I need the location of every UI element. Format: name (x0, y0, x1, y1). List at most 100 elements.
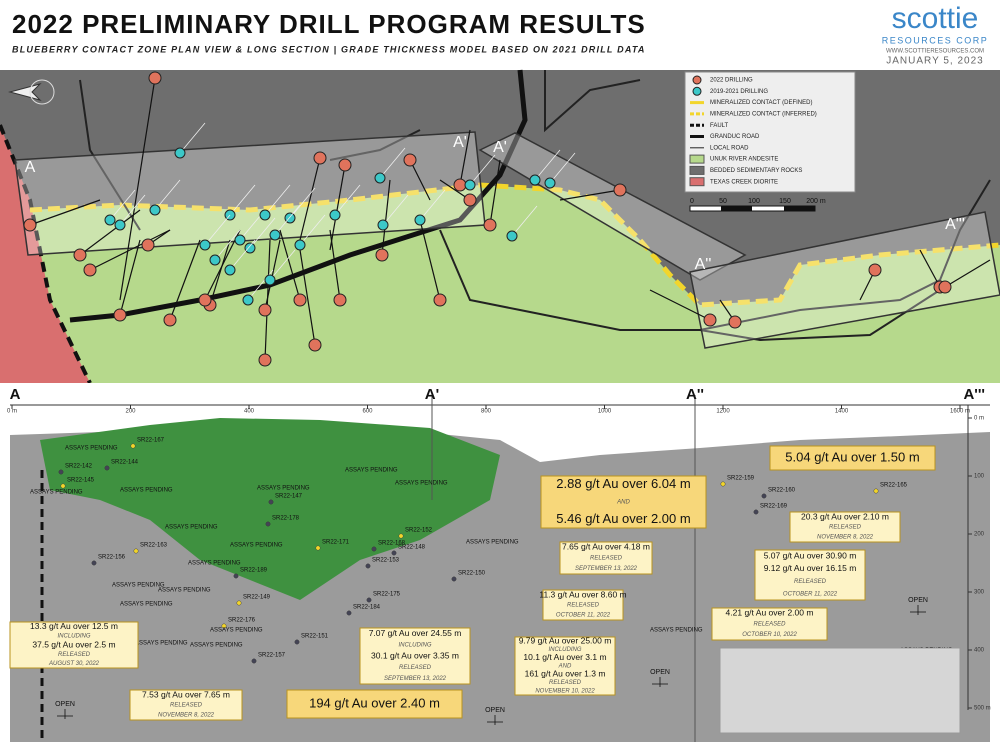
pierce-point (761, 493, 767, 499)
hole-label: SR22-171 (322, 540, 350, 546)
hole-trace (249, 217, 276, 249)
pierce-point (346, 610, 352, 616)
collar-2022 (403, 153, 417, 167)
callout-line: 10.1 g/t Au over 3.1 m (523, 652, 606, 662)
callout-line: 7.65 g/t Au over 4.18 m (562, 542, 650, 552)
hole-trace (119, 194, 146, 226)
hole-label: SR22-153 (372, 558, 400, 564)
hole-label: SR22-156 (98, 555, 126, 561)
callout-box (754, 549, 866, 601)
hole-label: SR22-144 (111, 460, 139, 466)
legend-label: BEDDED SEDIMENTARY ROCKS (710, 168, 802, 174)
open-label: OPEN (650, 669, 670, 676)
pending-label: ASSAYS PENDING (65, 446, 118, 452)
callout-line: 5.07 g/t Au over 30.90 m (764, 551, 857, 561)
callout-line: RELEASED (590, 556, 623, 562)
callout-line: AND (558, 664, 572, 670)
collar-2019-2021 (329, 209, 341, 221)
x-tick-label: 1200 (716, 409, 730, 415)
collar-2022 (463, 193, 477, 207)
callout-box (514, 636, 616, 696)
collar-2022 (938, 280, 952, 294)
pierce-point (91, 560, 97, 566)
collar-2019-2021 (374, 172, 386, 184)
collar-2022 (148, 71, 162, 85)
collar-2022 (141, 238, 155, 252)
local-road (79, 70, 991, 342)
hole-label: SR22-189 (240, 568, 268, 574)
collar-2019-2021 (174, 147, 186, 159)
callout-line: OCTOBER 11, 2022 (783, 591, 838, 597)
legend-label: 2019-2021 DRILLING (710, 89, 768, 95)
open-arrows (487, 715, 503, 725)
scale-label: 100 (748, 198, 760, 205)
callout-line: OCTOBER 11, 2022 (556, 613, 611, 619)
hole-label: SR22-142 (65, 464, 93, 470)
collar-2019-2021 (149, 204, 161, 216)
collar-2019-2021 (209, 254, 221, 266)
pending-label: ASSAYS PENDING (230, 543, 283, 549)
callout-line: RELEASED (549, 680, 582, 686)
collar-2019-2021 (269, 229, 281, 241)
hole-label: SR22-163 (140, 543, 168, 549)
pending-label: ASSAYS PENDING (30, 490, 83, 496)
callout-line: RELEASED (58, 652, 91, 658)
collar-2019-2021 (414, 214, 426, 226)
plan-map (0, 69, 1000, 384)
callout-line: 7.07 g/t Au over 24.55 m (369, 628, 462, 638)
open-arrows (652, 677, 668, 687)
open-label: OPEN (485, 707, 505, 714)
hole-trace (334, 184, 361, 216)
pierce-point (236, 600, 242, 606)
x-tick-label: 200 (125, 409, 136, 415)
callout-box (711, 607, 828, 641)
open-arrows (57, 709, 73, 719)
collar-2022 (23, 218, 37, 232)
hole-label: SR22-148 (398, 545, 426, 551)
legend-label: UNUK RIVER ANDESITE (710, 157, 778, 163)
callout-line: 161 g/t Au over 1.3 m (525, 669, 606, 679)
header-bg (0, 0, 1000, 70)
plan-section-label: A' (493, 139, 507, 156)
collar-2019-2021 (234, 234, 246, 246)
hole-trace (944, 259, 991, 288)
hole-trace (179, 122, 206, 154)
section-label: A' (425, 386, 439, 403)
north-ring (29, 79, 55, 105)
scale-label: 0 (690, 198, 694, 205)
hole-label: SR22-151 (301, 634, 329, 640)
plan-section-label: A''' (945, 216, 965, 233)
pending-label: ASSAYS PENDING (345, 468, 398, 474)
scale-label: 150 (779, 198, 791, 205)
callout-line: 9.12 g/t Au over 16.15 m (764, 563, 857, 573)
hole-trace (489, 159, 501, 226)
hole-trace (264, 239, 281, 311)
x-tick-label: 1400 (835, 409, 849, 415)
hole-label: SR22-165 (880, 483, 908, 489)
callout-line: NOVEMBER 8, 2022 (817, 535, 874, 541)
pending-label: ASSAYS PENDING (257, 486, 310, 492)
callout-line: RELEASED (399, 665, 432, 671)
depth-tick-label: 100 (974, 474, 985, 480)
hole-trace (409, 159, 431, 201)
plan-section-label: A'' (695, 256, 712, 273)
pierce-point (451, 576, 457, 582)
callout-box (559, 541, 653, 575)
callout-line: RELEASED (170, 703, 203, 709)
callout-box (789, 511, 901, 543)
hole-trace (169, 239, 201, 321)
depth-tick-label: 0 m (974, 416, 984, 422)
callout-line: 9.79 g/t Au over 25.00 m (519, 635, 612, 645)
andesite (0, 185, 1000, 383)
collar-2019-2021 (506, 230, 518, 242)
hole-trace (214, 229, 241, 261)
scale-label: 200 m (806, 198, 826, 205)
collar-2019-2021 (264, 274, 276, 286)
pending-label: ASSAYS PENDING (395, 481, 448, 487)
callout-box (540, 475, 707, 529)
callout-line: 5.46 g/t Au over 2.00 m (556, 511, 690, 526)
hole-trace (469, 154, 496, 186)
long-section: A A' A'' A''' 0 m 200 400 600 800 1000 1200 1400 160… (0, 383, 1000, 742)
callout-line: INCLUDING (398, 642, 431, 648)
